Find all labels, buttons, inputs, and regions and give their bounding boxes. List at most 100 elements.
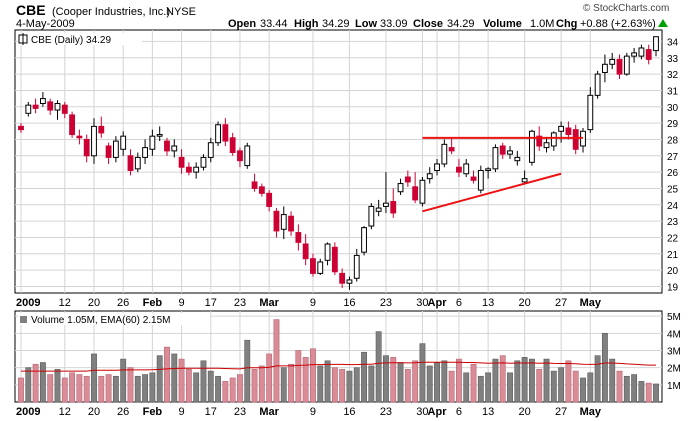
up-triangle-icon <box>658 19 668 27</box>
candle-body <box>251 181 258 189</box>
volume-bar <box>229 377 236 403</box>
candle-body <box>185 166 192 173</box>
volume-bar <box>295 350 302 403</box>
volume-bar <box>273 319 280 403</box>
candle-body <box>120 135 127 150</box>
volume-bar <box>237 374 243 403</box>
candle-body <box>244 145 251 167</box>
volume-tick-label: 5M <box>667 312 681 323</box>
candle-body <box>229 137 236 154</box>
candle-body <box>543 142 550 149</box>
ema-line <box>21 361 656 372</box>
volume-tick-label: 4M <box>667 329 681 340</box>
volume-legend: Volume 1.05M, EMA(60) 2.15M <box>31 315 171 326</box>
volume-bar <box>543 358 550 403</box>
price-tick-label: 27 <box>667 152 679 163</box>
date-tick-label: 9 <box>310 297 316 309</box>
volume-bar <box>565 360 572 403</box>
candle-body <box>25 104 32 114</box>
candle-body <box>441 143 448 165</box>
candle-body <box>550 132 557 147</box>
volume-tick-label: 3M <box>667 346 681 357</box>
volume-bar <box>18 377 24 403</box>
volume-bar <box>164 346 170 403</box>
volume-bar <box>222 381 229 403</box>
volume-bar <box>61 377 68 403</box>
volume-bar <box>419 343 426 403</box>
volume-bars <box>18 319 659 403</box>
candle-body <box>631 52 638 57</box>
candle-body <box>397 183 404 193</box>
candle-body <box>105 145 112 158</box>
candle-body <box>499 145 506 155</box>
volume-bar <box>492 358 499 403</box>
volume-bar <box>616 370 623 403</box>
date-tick-label: May <box>580 297 602 309</box>
volume-bar <box>426 365 433 403</box>
volume-bar <box>47 374 54 403</box>
close-value: 34.29 <box>447 18 475 30</box>
candle-body <box>98 125 105 134</box>
candle-body <box>200 156 207 168</box>
volume-bar <box>514 360 521 403</box>
candle-body <box>258 186 265 194</box>
volume-bar <box>200 360 207 403</box>
date-tick-label: 30 <box>416 406 428 418</box>
date-tick-label: 16 <box>343 297 355 309</box>
date-tick-label: 20 <box>518 406 530 418</box>
volume-bar <box>638 381 645 403</box>
date-tick-label: 20 <box>88 297 100 309</box>
candle-body <box>434 163 440 171</box>
candle-body <box>134 156 141 170</box>
volume-bar <box>631 374 638 403</box>
candle-body <box>61 104 68 114</box>
volume-tick-label: 2M <box>667 364 681 375</box>
candle-body <box>353 254 360 279</box>
candle-body <box>521 178 528 183</box>
candle-body <box>485 168 492 171</box>
price-tick-label: 24 <box>667 201 679 212</box>
candle-body <box>346 279 353 284</box>
date-tick-label: 26 <box>117 297 129 309</box>
date-tick-label: 23 <box>234 297 246 309</box>
volume-bar <box>477 375 484 403</box>
candle-body <box>587 94 594 131</box>
date-tick-label: 27 <box>555 297 567 309</box>
date-tick-label: 2009 <box>16 406 40 418</box>
price-tick-label: 25 <box>667 184 679 195</box>
volume-bar <box>404 369 411 403</box>
date-tick-label: 2009 <box>16 297 40 309</box>
candle-body <box>222 124 229 142</box>
volume-legend-bg <box>18 313 210 325</box>
chg-label: Chg <box>556 18 577 30</box>
low-label: Low <box>355 18 377 30</box>
date-tick-label: 13 <box>482 297 494 309</box>
volume-bar <box>653 383 659 403</box>
date-tick-label: 9 <box>310 406 316 418</box>
candle-body <box>112 140 119 158</box>
volume-legend-icon <box>20 316 27 323</box>
candle-body <box>601 63 608 73</box>
candle-body <box>383 202 389 207</box>
candle-body <box>426 173 433 180</box>
candle-body <box>375 207 382 212</box>
header-company: (Cooper Industries, Inc.) <box>52 6 170 18</box>
volume-bar <box>390 357 397 403</box>
volume-bar <box>142 374 149 403</box>
date-tick-label: 17 <box>205 406 217 418</box>
date-tick-label: May <box>580 406 602 418</box>
volume-bar <box>127 367 134 403</box>
candle-body <box>529 130 535 163</box>
candle-body <box>616 58 623 75</box>
volume-bar <box>149 372 156 403</box>
chg-value: +0.88 (+2.63%) <box>580 18 656 30</box>
candle-body <box>339 272 346 284</box>
candle-body <box>171 145 178 152</box>
volume-bar <box>251 369 258 403</box>
volume-bar <box>441 360 448 403</box>
volume-label: Volume <box>483 18 522 30</box>
date-tick-label: Mar <box>259 297 279 309</box>
candle-body <box>164 140 170 152</box>
volume-bar <box>368 365 375 403</box>
